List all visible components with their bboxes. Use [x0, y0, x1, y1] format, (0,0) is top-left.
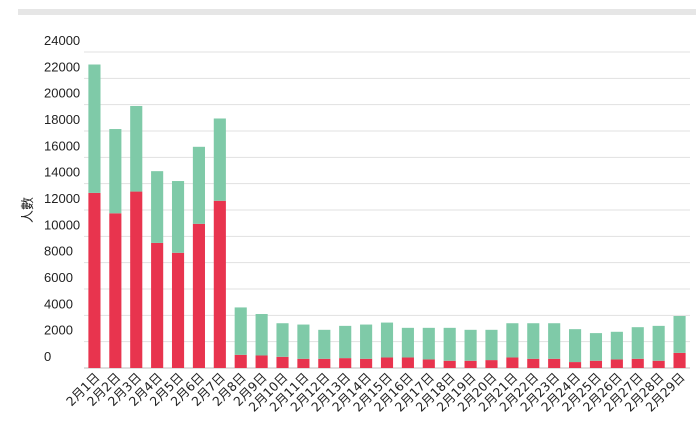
bar-segment-upper: [548, 323, 561, 359]
bar-segment-lower: [130, 191, 143, 368]
bar-segment-upper: [464, 329, 477, 361]
bar-segment-upper: [631, 327, 644, 359]
bar-segment-upper: [151, 171, 164, 243]
bar-segment-upper: [109, 129, 122, 214]
bar-segment-lower: [673, 352, 686, 368]
y-tick-label: 8000: [44, 244, 73, 259]
bar-segment-upper: [380, 322, 394, 358]
bar-segment-lower: [255, 355, 268, 368]
y-tick-label: 4000: [44, 296, 73, 311]
y-tick-label: 2000: [44, 323, 73, 338]
bar-segment-upper: [443, 327, 456, 361]
bar-segment-upper: [171, 181, 185, 253]
bar-segment-lower: [192, 223, 205, 368]
bar-segment-lower: [339, 358, 352, 368]
bar-segment-lower: [88, 192, 101, 368]
bar-segment-lower: [443, 360, 456, 368]
bar-segment-upper: [255, 314, 268, 356]
bar-segment-lower: [276, 356, 289, 368]
bar-segment-upper: [652, 325, 665, 361]
bar-segment-upper: [130, 105, 143, 192]
bar-segment-upper: [339, 325, 352, 359]
bar-segment-lower: [610, 359, 623, 368]
bar-segment-upper: [234, 307, 247, 355]
bar-segment-upper: [297, 324, 310, 359]
y-tick-label: 24000: [44, 33, 80, 48]
y-tick-label: 20000: [44, 86, 80, 101]
bar-segment-upper: [610, 331, 623, 360]
bar-segment-upper: [401, 327, 414, 358]
y-tick-label: 0: [44, 349, 51, 364]
bar-segment-lower: [109, 213, 122, 368]
bar-segment-lower: [527, 358, 540, 368]
y-tick-label: 6000: [44, 270, 73, 285]
bar-segment-upper: [276, 323, 289, 357]
bar-segment-upper: [422, 327, 435, 360]
y-tick-label: 22000: [44, 59, 80, 74]
bar-segment-upper: [318, 329, 331, 359]
bar-segment-upper: [527, 323, 540, 359]
bar-segment-lower: [297, 358, 310, 368]
bar-segment-upper: [88, 64, 101, 193]
bar-segment-lower: [213, 200, 226, 368]
bar-segment-upper: [673, 315, 686, 353]
y-tick-label: 10000: [44, 217, 80, 232]
bar-segment-lower: [548, 358, 561, 368]
bar-segment-lower: [422, 359, 435, 368]
y-tick-label: 12000: [44, 191, 80, 206]
bar-segment-upper: [213, 118, 226, 201]
bar-segment-lower: [318, 358, 331, 368]
bar-segment-upper: [589, 333, 603, 361]
bar-segment-lower: [401, 357, 414, 368]
y-tick-label: 16000: [44, 138, 80, 153]
bar-segment-lower: [589, 360, 603, 368]
y-axis-label: 人數: [21, 197, 36, 223]
bar-segment-upper: [569, 329, 582, 363]
bar-segment-lower: [360, 358, 373, 368]
bar-segment-upper: [506, 323, 519, 358]
bar-segment-lower: [652, 360, 665, 368]
bar-segment-lower: [506, 357, 519, 368]
bar-segment-lower: [485, 360, 498, 368]
bar-segment-upper: [360, 324, 373, 359]
y-tick-label: 18000: [44, 112, 80, 127]
bar-segment-upper: [485, 329, 498, 361]
bar-segment-lower: [380, 357, 394, 368]
bar-segment-lower: [631, 358, 644, 368]
bar-segment-lower: [234, 354, 247, 368]
y-tick-label: 14000: [44, 165, 80, 180]
bar-segment-lower: [151, 242, 164, 368]
bar-segment-lower: [569, 362, 582, 368]
top-divider: [18, 9, 696, 15]
bar-segment-lower: [171, 252, 185, 368]
bar-segment-lower: [464, 360, 477, 368]
bar-segment-upper: [192, 146, 205, 224]
